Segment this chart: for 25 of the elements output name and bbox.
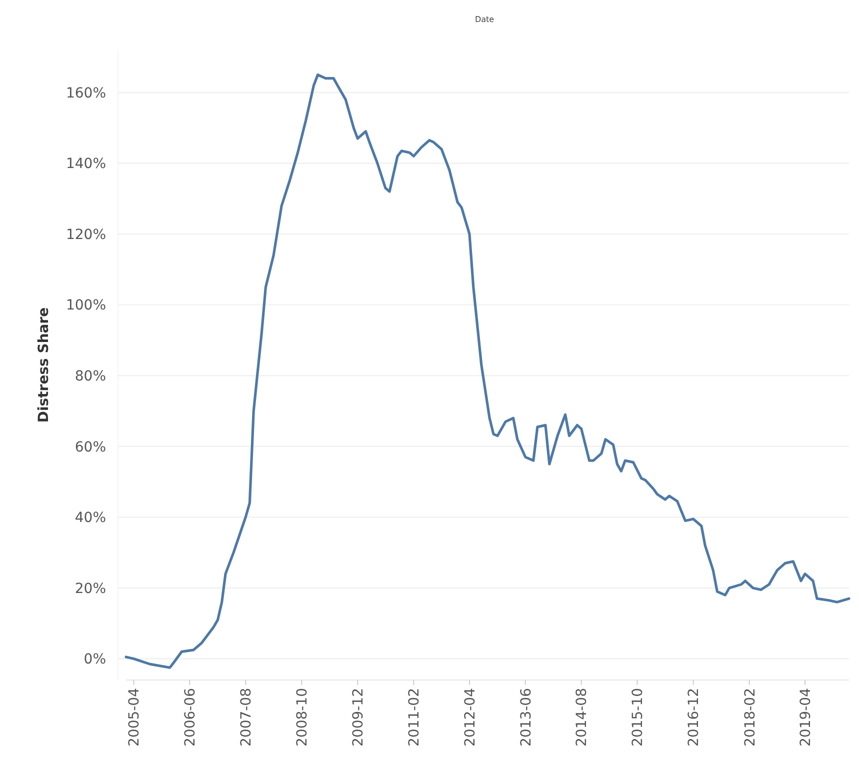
x-tick-label: 2007-08 [238, 688, 255, 746]
y-tick-label: 20% [74, 580, 106, 597]
y-tick-label: 0% [84, 652, 106, 668]
x-tick-label: 2006-06 [182, 688, 199, 746]
y-tick-label: 40% [74, 510, 106, 526]
y-tick-label: 80% [74, 368, 106, 385]
x-tick-label: 2015-10 [630, 688, 646, 746]
y-tick-label: 60% [74, 439, 106, 456]
x-tick-label: 2005-04 [126, 688, 143, 746]
x-tick-label: 2009-12 [350, 688, 366, 746]
line-series [124, 73, 850, 669]
x-tick-label: 2008-10 [294, 688, 311, 746]
x-axis-title: Date [474, 15, 494, 24]
y-axis-title: Distress Share [36, 307, 52, 423]
x-tick-label: 2013-06 [518, 688, 534, 746]
x-tick-label: 2016-12 [686, 688, 702, 746]
x-tick-label: 2019-04 [798, 688, 814, 746]
y-tick-label: 120% [66, 226, 106, 243]
x-tick-label: 2011-02 [406, 688, 423, 746]
y-tick-label: 140% [66, 156, 106, 172]
y-tick-label: 100% [66, 298, 106, 314]
x-tick-label: 2012-04 [462, 688, 478, 746]
x-tick-label: 2018-02 [742, 688, 758, 746]
y-tick-label: 160% [66, 85, 106, 102]
x-tick-label: 2014-08 [574, 688, 590, 746]
